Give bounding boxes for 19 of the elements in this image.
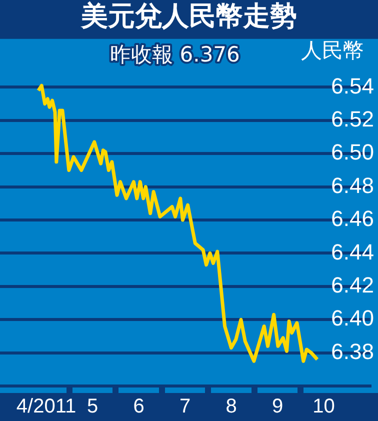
x-tick-label: 10	[312, 396, 335, 418]
y-tick-label: 6.38	[331, 338, 374, 364]
x-tick-label: 7	[179, 396, 191, 418]
y-tick-label: 6.54	[331, 73, 374, 98]
x-tick-label: 9	[272, 396, 284, 418]
x-tick-label: 8	[226, 396, 237, 418]
annotation: 昨收報 6.376	[110, 42, 240, 66]
y-axis-title: 人民幣	[301, 38, 364, 62]
y-tick-label: 6.50	[331, 140, 374, 165]
y-tick-label: 6.42	[331, 272, 374, 298]
chart-title: 美元兌人民幣走勢	[80, 1, 297, 32]
y-tick-label: 6.52	[331, 106, 374, 132]
x-tick-label: 4/2011	[16, 396, 76, 418]
y-tick-label: 6.48	[331, 172, 374, 198]
x-tick-label: 5	[86, 396, 98, 418]
x-tick-label: 6	[133, 396, 144, 418]
y-tick-label: 6.44	[331, 239, 374, 264]
y-tick-label: 6.46	[331, 206, 374, 232]
y-tick-label: 6.40	[331, 306, 374, 331]
